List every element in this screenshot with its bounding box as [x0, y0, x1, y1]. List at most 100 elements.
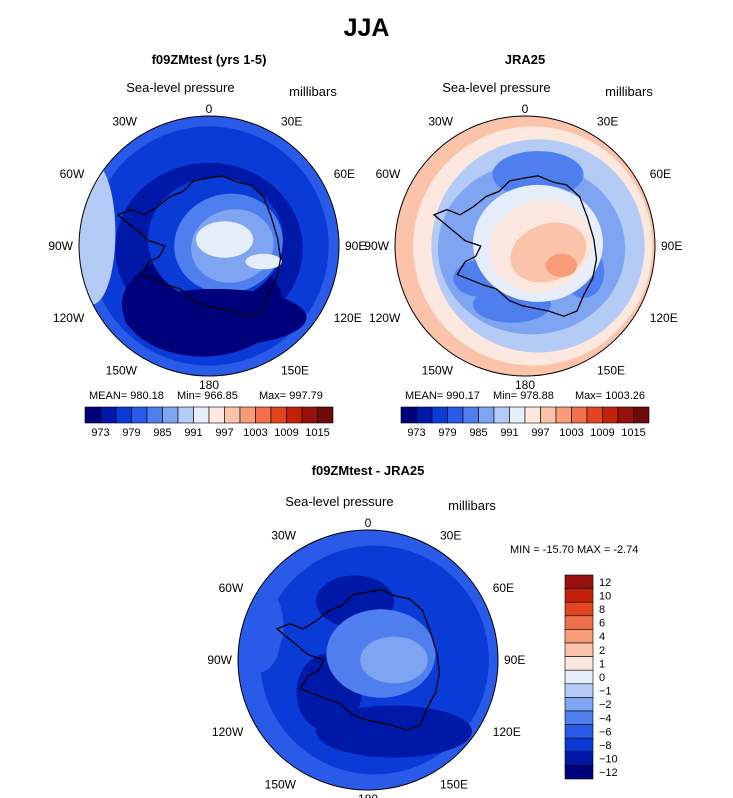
- panel2-colorbar-swatch: [571, 406, 588, 424]
- panel2-colorbar-swatch: [431, 406, 448, 424]
- panel3-lon-label-30e: 30E: [440, 528, 461, 542]
- panel1-colorbar-tick: 985: [153, 427, 171, 439]
- panel3-colorbar-tick: 1: [599, 658, 605, 670]
- panel2-lon-label-30w: 30W: [428, 114, 453, 128]
- panel1-stat-mean: MEAN= 980.18: [89, 390, 164, 402]
- panel1-colorbar-swatch: [208, 406, 225, 424]
- panel3-colorbar-swatch: [564, 765, 594, 780]
- panel3-units-label: millibars: [448, 498, 496, 513]
- panel1-colorbar-tick: 979: [122, 427, 140, 439]
- panel3-stat-minmax: MIN = -15.70 MAX = -2.74: [510, 544, 638, 556]
- panel2-colorbar-swatch: [416, 406, 433, 424]
- panel2-colorbar-tick: 973: [407, 427, 425, 439]
- panel3-colorbar-swatch: [564, 683, 594, 698]
- panel3-lon-label-60e: 60E: [493, 581, 514, 595]
- panel3-colorbar-tick: 8: [599, 604, 605, 616]
- panel3-map: 0 30E 60E 90E 120E 150E 180 150W 120W 90W 60W 30W Se…: [207, 494, 525, 798]
- panel3-colorbar-tick: −12: [599, 767, 618, 779]
- panel3-colorbar-tick: −2: [599, 699, 612, 711]
- panel1-colorbar-swatch: [193, 406, 210, 424]
- panel1-map-boundary: [78, 115, 340, 377]
- panel3-lon-label-120w: 120W: [212, 725, 244, 739]
- panel1-colorbar-tick: 997: [215, 427, 233, 439]
- panel2-colorbar-tick: 997: [531, 427, 549, 439]
- panel3-lon-label-150e: 150E: [440, 778, 468, 792]
- panel3-colorbar-swatch: [564, 588, 594, 603]
- panel2-colorbar-tick: 979: [438, 427, 456, 439]
- panel1-colorbar-swatch: [100, 406, 117, 424]
- panel3-colorbar-swatch: [564, 737, 594, 753]
- panel3-lon-label-0: 0: [365, 516, 372, 530]
- panel1-colorbar-swatch: [224, 406, 241, 424]
- panel2-colorbar-swatch: [540, 406, 557, 424]
- panel1-colorbar-swatch: [317, 406, 334, 424]
- panel1-lon-label-150e: 150E: [281, 364, 309, 378]
- panel2-lon-label-180: 180: [515, 378, 535, 392]
- panel1-lon-label-90w: 90W: [48, 239, 73, 253]
- panel1-lon-label-0: 0: [206, 102, 213, 116]
- panel2-colorbar-tick: 985: [469, 427, 487, 439]
- panel2-colorbar-swatch: [509, 406, 526, 424]
- panel3-colorbar-tick: 2: [599, 645, 605, 657]
- panel2-lon-label-60e: 60E: [650, 167, 671, 181]
- panel1-lon-label-30e: 30E: [281, 114, 302, 128]
- panel3-lon-label-90e: 90E: [504, 653, 525, 667]
- panel1-lon-label-120w: 120W: [53, 311, 85, 325]
- panel3-colorbar-tick: −1: [599, 686, 612, 698]
- panel2-colorbar-swatch: [586, 406, 603, 424]
- panel2-colorbar-swatch: [447, 406, 464, 424]
- ring-w: [238, 582, 284, 673]
- panel1-stat-max: Max= 997.79: [259, 390, 323, 402]
- panel2-colorbar-swatch: [493, 406, 510, 424]
- panel3-colorbar-tick: −10: [599, 754, 618, 766]
- panel2-colorbar-swatch: [462, 406, 479, 424]
- plateau-4: [245, 253, 282, 270]
- panel1-lon-label-60w: 60W: [60, 167, 85, 181]
- panel3-coastline: [275, 589, 441, 731]
- panel2-lon-label-150e: 150E: [597, 364, 625, 378]
- panel3-colorbar-swatch: [564, 656, 594, 671]
- panel2-lon-label-0: 0: [522, 102, 529, 116]
- panel1-variable-label: Sea-level pressure: [126, 80, 234, 95]
- panel1-lon-label-150w: 150W: [106, 364, 138, 378]
- panel1-colorbar-tick: 991: [184, 427, 202, 439]
- panel2-colorbar-swatch: [400, 406, 417, 424]
- panel3-colorbar-swatch: [564, 642, 594, 657]
- panel3-colorbar-swatch: [564, 710, 594, 725]
- deep-low-south: [124, 288, 307, 347]
- panel3-title: f09ZMtest - JRA25: [312, 463, 425, 478]
- panel2-colorbar-swatch: [524, 406, 541, 424]
- panel1-colorbar-swatch: [177, 406, 194, 424]
- panel2-lon-label-60w: 60W: [376, 167, 401, 181]
- panel3-colorbar-swatch: [564, 724, 594, 739]
- panel3-colorbar-swatch: [564, 574, 594, 589]
- panel3-colorbar-swatch: [564, 669, 594, 685]
- low-1: [492, 151, 584, 198]
- panel1-lon-label-180: 180: [199, 378, 219, 392]
- panel1-field: [79, 116, 339, 376]
- panel2-map: 0 30E 60E 90E 120E 150E 180 150W 120W 90W 60W 30W Se…: [364, 80, 682, 392]
- panel1-colorbar: 973 979 985 991 997 1003 1009 1015: [84, 406, 334, 439]
- figure-title: JJA: [343, 14, 390, 42]
- panel2-title: JRA25: [505, 52, 545, 67]
- plateau-3: [196, 221, 254, 258]
- panel3-colorbar-tick: 4: [599, 631, 605, 643]
- panel1-coastline: [116, 175, 282, 317]
- low-3: [316, 705, 472, 758]
- panel1-colorbar-tick: 973: [91, 427, 109, 439]
- panel3-colorbar-tick: 12: [599, 577, 611, 589]
- panel2-colorbar-tick: 1003: [559, 427, 583, 439]
- panel1-stat-min: Min= 966.85: [177, 390, 238, 402]
- panel1-colorbar-swatch: [84, 406, 101, 424]
- panel3-lon-label-30w: 30W: [271, 528, 296, 542]
- panel1-colorbar-swatch: [162, 406, 179, 424]
- panel2-units-label: millibars: [605, 84, 653, 99]
- panel1-colorbar-swatch: [115, 406, 132, 424]
- panel1-lon-label-60e: 60E: [334, 167, 355, 181]
- panel3-colorbar-swatch: [564, 751, 594, 766]
- panel2-lon-label-90e: 90E: [661, 239, 682, 253]
- panel3-lon-label-60w: 60W: [219, 581, 244, 595]
- panel1-colorbar-swatch: [146, 406, 163, 424]
- panel1-title: f09ZMtest (yrs 1-5): [152, 52, 267, 67]
